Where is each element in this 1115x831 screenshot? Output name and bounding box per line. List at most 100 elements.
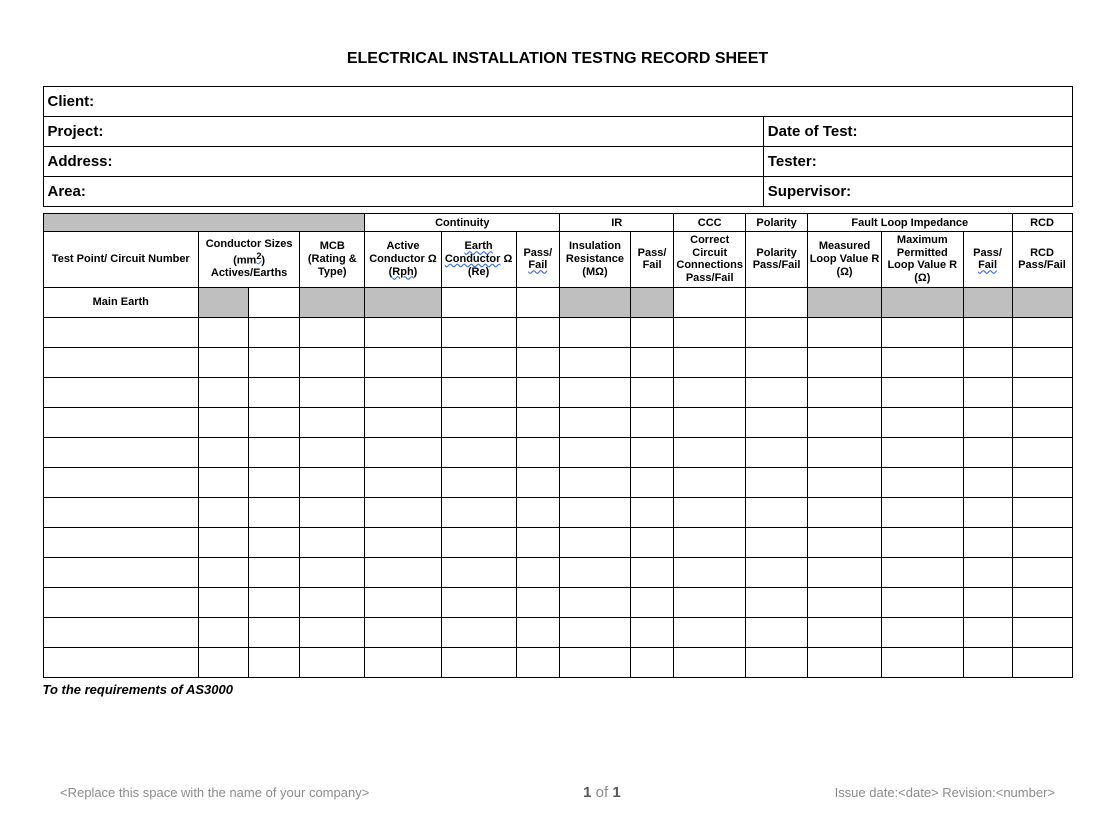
- table-cell[interactable]: [882, 287, 964, 317]
- table-cell[interactable]: [441, 437, 516, 467]
- table-cell[interactable]: [963, 647, 1012, 677]
- table-cell[interactable]: [746, 287, 808, 317]
- table-cell[interactable]: [365, 617, 441, 647]
- table-cell[interactable]: [882, 437, 964, 467]
- table-cell[interactable]: [249, 647, 300, 677]
- table-cell[interactable]: [43, 647, 199, 677]
- table-cell[interactable]: [365, 467, 441, 497]
- table-cell[interactable]: [882, 587, 964, 617]
- table-cell[interactable]: [199, 467, 249, 497]
- table-cell[interactable]: [199, 557, 249, 587]
- table-cell[interactable]: [1012, 407, 1072, 437]
- table-cell[interactable]: [808, 437, 882, 467]
- table-cell[interactable]: [882, 497, 964, 527]
- table-cell[interactable]: [249, 497, 300, 527]
- table-cell[interactable]: [365, 317, 441, 347]
- table-cell[interactable]: [674, 287, 746, 317]
- table-cell[interactable]: [199, 617, 249, 647]
- table-cell[interactable]: [43, 377, 199, 407]
- table-cell[interactable]: [560, 407, 631, 437]
- table-cell[interactable]: [300, 497, 365, 527]
- table-cell[interactable]: [249, 377, 300, 407]
- table-cell[interactable]: [300, 287, 365, 317]
- table-cell[interactable]: [882, 407, 964, 437]
- table-cell[interactable]: [674, 647, 746, 677]
- table-cell[interactable]: [963, 407, 1012, 437]
- table-cell[interactable]: [1012, 527, 1072, 557]
- table-cell[interactable]: [365, 527, 441, 557]
- supervisor-cell[interactable]: Supervisor:: [763, 177, 1072, 207]
- table-cell[interactable]: [1012, 467, 1072, 497]
- table-cell[interactable]: [516, 527, 560, 557]
- table-cell[interactable]: [882, 467, 964, 497]
- table-cell[interactable]: [441, 557, 516, 587]
- table-cell[interactable]: [560, 467, 631, 497]
- table-cell[interactable]: [560, 317, 631, 347]
- table-cell[interactable]: [560, 347, 631, 377]
- table-cell[interactable]: [963, 497, 1012, 527]
- table-cell[interactable]: [199, 647, 249, 677]
- table-cell[interactable]: [630, 527, 674, 557]
- table-cell[interactable]: [630, 437, 674, 467]
- table-cell[interactable]: [365, 497, 441, 527]
- table-cell[interactable]: [963, 527, 1012, 557]
- table-cell[interactable]: [43, 557, 199, 587]
- table-cell[interactable]: [746, 377, 808, 407]
- table-cell[interactable]: [199, 497, 249, 527]
- table-cell[interactable]: [1012, 557, 1072, 587]
- address-cell[interactable]: Address:: [43, 147, 763, 177]
- table-cell[interactable]: [300, 527, 365, 557]
- table-cell[interactable]: [746, 407, 808, 437]
- table-cell[interactable]: [516, 317, 560, 347]
- table-cell[interactable]: [882, 317, 964, 347]
- table-cell[interactable]: [516, 557, 560, 587]
- table-cell[interactable]: [365, 407, 441, 437]
- table-cell[interactable]: [630, 647, 674, 677]
- table-cell[interactable]: [560, 617, 631, 647]
- table-cell[interactable]: [674, 497, 746, 527]
- table-cell[interactable]: [441, 467, 516, 497]
- table-cell[interactable]: [630, 407, 674, 437]
- table-cell[interactable]: [300, 557, 365, 587]
- table-cell[interactable]: [441, 617, 516, 647]
- table-cell[interactable]: [630, 557, 674, 587]
- table-cell[interactable]: [43, 617, 199, 647]
- table-cell[interactable]: [963, 557, 1012, 587]
- table-cell[interactable]: [560, 437, 631, 467]
- table-cell[interactable]: [43, 587, 199, 617]
- table-cell[interactable]: [441, 647, 516, 677]
- table-cell[interactable]: [674, 317, 746, 347]
- table-cell[interactable]: [441, 527, 516, 557]
- table-cell[interactable]: [746, 497, 808, 527]
- table-cell[interactable]: [560, 557, 631, 587]
- table-cell[interactable]: [249, 467, 300, 497]
- table-cell[interactable]: [560, 497, 631, 527]
- table-cell[interactable]: [808, 407, 882, 437]
- table-cell[interactable]: [808, 497, 882, 527]
- table-cell[interactable]: [882, 347, 964, 377]
- table-cell[interactable]: [300, 437, 365, 467]
- table-cell[interactable]: [365, 347, 441, 377]
- table-cell[interactable]: [300, 377, 365, 407]
- table-cell[interactable]: [199, 377, 249, 407]
- table-cell[interactable]: [963, 287, 1012, 317]
- table-cell[interactable]: [300, 467, 365, 497]
- table-cell[interactable]: [882, 647, 964, 677]
- table-cell[interactable]: [1012, 497, 1072, 527]
- table-cell[interactable]: [808, 587, 882, 617]
- table-cell[interactable]: [43, 317, 199, 347]
- table-cell[interactable]: [674, 557, 746, 587]
- table-cell[interactable]: [516, 617, 560, 647]
- table-cell[interactable]: [249, 407, 300, 437]
- table-cell[interactable]: [199, 407, 249, 437]
- table-cell[interactable]: [441, 377, 516, 407]
- table-cell[interactable]: [808, 527, 882, 557]
- table-cell[interactable]: [808, 287, 882, 317]
- table-cell[interactable]: [441, 347, 516, 377]
- table-cell[interactable]: [630, 317, 674, 347]
- table-cell[interactable]: [199, 587, 249, 617]
- table-cell[interactable]: [249, 557, 300, 587]
- table-cell[interactable]: [43, 497, 199, 527]
- table-cell[interactable]: [516, 497, 560, 527]
- table-cell[interactable]: [249, 527, 300, 557]
